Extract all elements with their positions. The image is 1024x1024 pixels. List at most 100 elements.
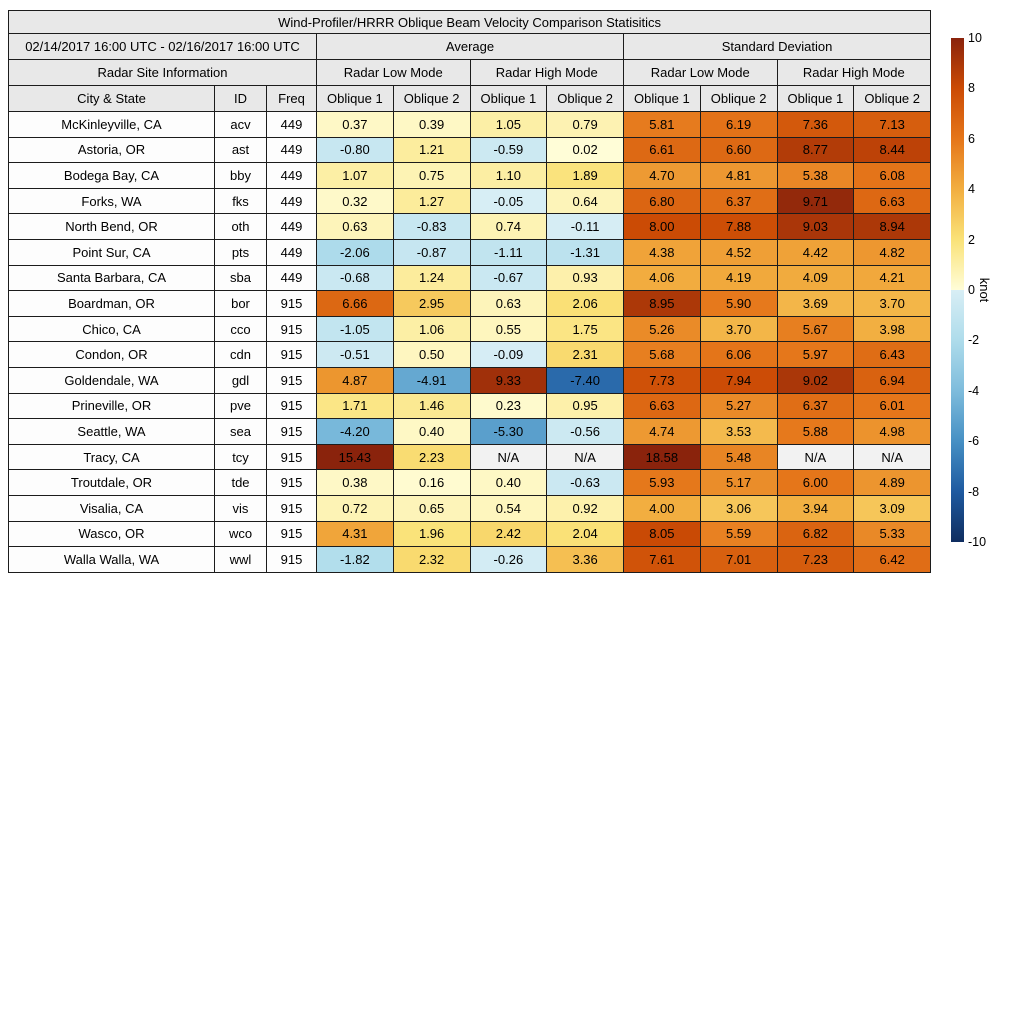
sd-low-oblique2-cell: 5.17 bbox=[699, 469, 778, 496]
avg-low-oblique2-cell: 0.39 bbox=[392, 111, 471, 138]
avg-low-oblique2-cell: 0.75 bbox=[392, 162, 471, 189]
avg-low-oblique2-cell: 1.21 bbox=[392, 136, 471, 164]
site-id-cell: fks bbox=[214, 187, 267, 215]
freq-cell: 915 bbox=[266, 290, 317, 317]
sd-high-oblique2-cell: 3.09 bbox=[853, 494, 932, 522]
table-row: Visalia, CA vis 915 0.72 0.65 0.54 0.92 4.00 3.0… bbox=[8, 494, 932, 522]
colorbar-tick-label: -8 bbox=[968, 484, 980, 499]
table-row: Prineville, OR pve 915 1.71 1.46 0.23 0.95 6.63… bbox=[8, 392, 932, 420]
sd-low-oblique1-cell: 4.74 bbox=[623, 418, 701, 445]
site-id-cell: tde bbox=[214, 469, 267, 496]
sd-high-oblique2-cell: 4.21 bbox=[853, 264, 932, 292]
sd-high-oblique1-cell: 4.09 bbox=[776, 264, 855, 292]
avg-high-oblique2-cell: 1.75 bbox=[546, 315, 624, 343]
sd-low-oblique2-cell: 4.81 bbox=[699, 162, 778, 189]
avg-high-oblique1-cell: -0.26 bbox=[469, 546, 548, 573]
freq-cell: 449 bbox=[266, 162, 317, 189]
avg-low-oblique2-cell: 1.96 bbox=[392, 520, 471, 548]
table-row: Seattle, WA sea 915 -4.20 0.40 -5.30 -0.56 4.74… bbox=[8, 418, 932, 445]
average-group-header: Average bbox=[316, 33, 624, 60]
avg-high-oblique2-cell: -0.63 bbox=[546, 469, 624, 496]
sd-high-oblique1-cell: 5.88 bbox=[776, 418, 855, 445]
avg-low-mode-header: Radar Low Mode bbox=[316, 59, 471, 86]
table-row: Chico, CA cco 915 -1.05 1.06 0.55 1.75 5.26 3.70… bbox=[8, 315, 932, 343]
freq-cell: 449 bbox=[266, 213, 317, 240]
freq-cell: 915 bbox=[266, 494, 317, 522]
sd-high-oblique2-cell: N/A bbox=[853, 443, 932, 471]
site-id-cell: cdn bbox=[214, 341, 267, 368]
sd-high-oblique1-cell: 5.67 bbox=[776, 315, 855, 343]
avg-low-oblique2-cell: 1.06 bbox=[392, 315, 471, 343]
avg-low-oblique2-cell: 2.32 bbox=[392, 546, 471, 573]
avg-low-oblique1-cell: 0.72 bbox=[316, 494, 394, 522]
sd-low-oblique1-cell: 6.63 bbox=[623, 392, 701, 420]
colorbar-tick-label: 10 bbox=[968, 31, 982, 45]
sd-low-oblique1-cell: 4.70 bbox=[623, 162, 701, 189]
avg-high-oblique1-cell: -0.67 bbox=[469, 264, 548, 292]
avg-high-oblique2-cell: 0.93 bbox=[546, 264, 624, 292]
table-row: Condon, OR cdn 915 -0.51 0.50 -0.09 2.31 5.68 6.… bbox=[8, 341, 932, 368]
avg-high-oblique1-cell: -1.11 bbox=[469, 238, 548, 266]
avg-low-oblique2-header: Oblique 2 bbox=[392, 85, 471, 112]
avg-high-oblique1-cell: 0.63 bbox=[469, 290, 548, 317]
sd-low-oblique2-cell: 4.19 bbox=[699, 264, 778, 292]
sd-low-oblique2-cell: 6.19 bbox=[699, 111, 778, 138]
site-id-cell: pts bbox=[214, 238, 267, 266]
sd-high-oblique1-cell: 9.02 bbox=[776, 366, 855, 394]
avg-high-oblique1-cell: -5.30 bbox=[469, 418, 548, 445]
colorbar-tick-label: -6 bbox=[968, 434, 980, 449]
avg-high-oblique2-cell: 0.64 bbox=[546, 187, 624, 215]
sd-high-oblique1-cell: 3.94 bbox=[776, 494, 855, 522]
avg-low-oblique1-cell: 15.43 bbox=[316, 443, 394, 471]
sd-low-oblique2-header: Oblique 2 bbox=[699, 85, 778, 112]
avg-low-oblique1-cell: -4.20 bbox=[316, 418, 394, 445]
sd-low-oblique2-cell: 7.88 bbox=[699, 213, 778, 240]
sd-high-oblique1-cell: 6.82 bbox=[776, 520, 855, 548]
avg-high-oblique2-cell: -1.31 bbox=[546, 238, 624, 266]
avg-low-oblique1-cell: 0.38 bbox=[316, 469, 394, 496]
city-cell: Forks, WA bbox=[8, 187, 215, 215]
freq-cell: 449 bbox=[266, 264, 317, 292]
sd-low-oblique1-cell: 8.00 bbox=[623, 213, 701, 240]
table-row: Tracy, CA tcy 915 15.43 2.23 N/A N/A 18.58 5.48 N… bbox=[8, 443, 932, 471]
sd-high-oblique2-cell: 8.44 bbox=[853, 136, 932, 164]
sd-low-oblique2-cell: 4.52 bbox=[699, 238, 778, 266]
title-row: Wind-Profiler/HRRR Oblique Beam Velocity… bbox=[7, 10, 932, 34]
sd-high-oblique1-cell: 6.00 bbox=[776, 469, 855, 496]
table-row: Point Sur, CA pts 449 -2.06 -0.87 -1.11 -1.31 4… bbox=[8, 238, 932, 266]
city-cell: Prineville, OR bbox=[8, 392, 215, 420]
sd-low-oblique1-cell: 4.38 bbox=[623, 238, 701, 266]
sd-high-oblique1-cell: 8.77 bbox=[776, 136, 855, 164]
sd-high-oblique2-header: Oblique 2 bbox=[853, 85, 932, 112]
city-cell: Astoria, OR bbox=[8, 136, 215, 164]
avg-low-oblique1-cell: -0.51 bbox=[316, 341, 394, 368]
colorbar-tick-label: -10 bbox=[968, 535, 987, 549]
avg-low-oblique2-cell: 2.95 bbox=[392, 290, 471, 317]
avg-low-oblique2-cell: 1.24 bbox=[392, 264, 471, 292]
freq-cell: 449 bbox=[266, 238, 317, 266]
freq-cell: 915 bbox=[266, 341, 317, 368]
colorbar-tick-label: 0 bbox=[968, 283, 975, 297]
freq-cell: 915 bbox=[266, 546, 317, 573]
avg-high-oblique2-cell: 2.31 bbox=[546, 341, 624, 368]
avg-high-oblique1-cell: 0.55 bbox=[469, 315, 548, 343]
avg-high-oblique1-cell: 1.10 bbox=[469, 162, 548, 189]
avg-high-oblique1-cell: N/A bbox=[469, 443, 548, 471]
avg-high-oblique1-cell: 0.23 bbox=[469, 392, 548, 420]
avg-high-oblique2-cell: 0.95 bbox=[546, 392, 624, 420]
sd-high-oblique1-cell: 5.97 bbox=[776, 341, 855, 368]
avg-low-oblique1-cell: 0.63 bbox=[316, 213, 394, 240]
colorbar: knot 10 8 6 4 2 0 -2 -4 -6 -8 -10 bbox=[951, 31, 992, 549]
date-range: 02/14/2017 16:00 UTC - 02/16/2017 16:00 … bbox=[8, 33, 317, 60]
sd-low-oblique2-cell: 5.48 bbox=[699, 443, 778, 471]
sd-low-oblique1-cell: 8.95 bbox=[623, 290, 701, 317]
sd-high-oblique2-cell: 6.63 bbox=[853, 187, 932, 215]
city-cell: Tracy, CA bbox=[8, 443, 215, 471]
colorbar-gradient bbox=[951, 38, 964, 542]
sd-low-oblique1-cell: 8.05 bbox=[623, 520, 701, 548]
avg-high-oblique1-cell: 0.40 bbox=[469, 469, 548, 496]
city-cell: Seattle, WA bbox=[8, 418, 215, 445]
sd-low-oblique1-cell: 7.61 bbox=[623, 546, 701, 573]
sd-low-oblique1-header: Oblique 1 bbox=[623, 85, 701, 112]
